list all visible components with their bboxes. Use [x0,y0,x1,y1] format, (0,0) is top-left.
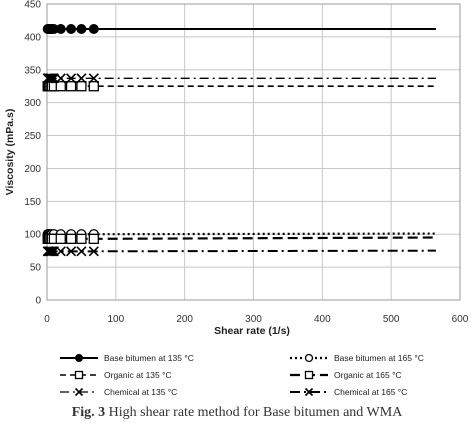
legend-label: Organic at 165 °C [334,370,402,380]
data-point [76,81,87,92]
data-point [88,23,99,34]
legend-item: Organic at 135 °C [60,370,172,380]
x-tick-label: 0 [44,314,50,325]
legend-label: Chemical at 165 °C [334,387,407,397]
x-tick-label: 200 [176,314,193,325]
data-point [88,73,99,84]
legend-label: Base bitumen at 165 °C [334,353,424,363]
series-line [47,236,436,240]
y-tick-label: 150 [24,197,41,208]
legend-label: Base bitumen at 135 °C [104,353,194,363]
data-point [66,73,77,84]
x-axis-title: Shear rate (1/s) [214,325,290,337]
legend-label: Chemical at 135 °C [104,387,177,397]
data-point [65,81,77,92]
legend-marker [304,370,314,380]
data-point [66,246,77,257]
x-tick-label: 600 [452,314,469,325]
data-point [88,81,99,92]
data-point [43,73,55,84]
legend-item: Chemical at 165 °C [290,387,407,397]
legend-item: Base bitumen at 135 °C [60,353,194,363]
y-axis-title: Viscosity (mPa.s) [4,109,16,196]
x-tick-label: 400 [314,314,331,325]
x-tick-label: 300 [245,314,262,325]
y-tick-label: 50 [30,263,42,274]
data-point [88,233,99,244]
data-point [55,73,66,84]
data-point [76,73,87,84]
y-tick-label: 300 [24,98,41,109]
series-5 [42,73,436,84]
y-tick-label: 400 [24,32,41,43]
x-tick-label: 500 [383,314,400,325]
series-4 [42,233,436,244]
data-point [76,246,87,257]
series-3 [42,81,436,92]
series-line [47,249,436,253]
data-point [55,23,66,34]
y-tick-label: 200 [24,164,41,175]
legend-marker [75,354,83,362]
legend-marker [74,387,84,397]
y-tick-label: 450 [24,0,41,11]
series-group [42,23,436,257]
y-tick-label: 350 [24,65,41,76]
axes: 0 50 100 150 200 250 300 350 400 450 0 100 200 300 400… [24,0,468,325]
data-point [88,246,99,257]
data-point [55,246,66,257]
legend-item: Base bitumen at 165 °C [290,353,424,363]
data-point [76,23,87,34]
legend-marker [304,353,314,363]
data-point [45,73,56,84]
data-point [43,246,55,257]
series-1 [42,23,436,34]
legend-marker [74,370,84,380]
data-point [46,246,57,257]
data-point [46,73,57,84]
data-point [45,246,56,257]
y-tick-label: 250 [24,131,41,142]
gridlines [46,3,461,301]
data-point [76,233,87,244]
legend-marker [304,387,314,397]
y-tick-label: 100 [24,230,41,241]
caption-text: High shear rate method for Base bitumen … [105,405,403,420]
x-tick-label: 100 [107,314,124,325]
y-tick-label: 0 [35,296,41,307]
data-point [66,23,77,34]
legend: Base bitumen at 135 °C Base bitumen at 16… [60,353,424,397]
figure-caption: Fig. 3 High shear rate method for Base b… [0,405,474,421]
caption-label: Fig. 3 [71,405,106,420]
legend-item: Chemical at 135 °C [60,387,177,397]
plot-frame [46,3,461,301]
data-point [55,81,66,92]
data-point [55,233,66,244]
legend-label: Organic at 135 °C [104,370,172,380]
data-point [65,233,77,244]
legend-item: Organic at 165 °C [290,370,402,380]
series-6 [42,246,436,257]
